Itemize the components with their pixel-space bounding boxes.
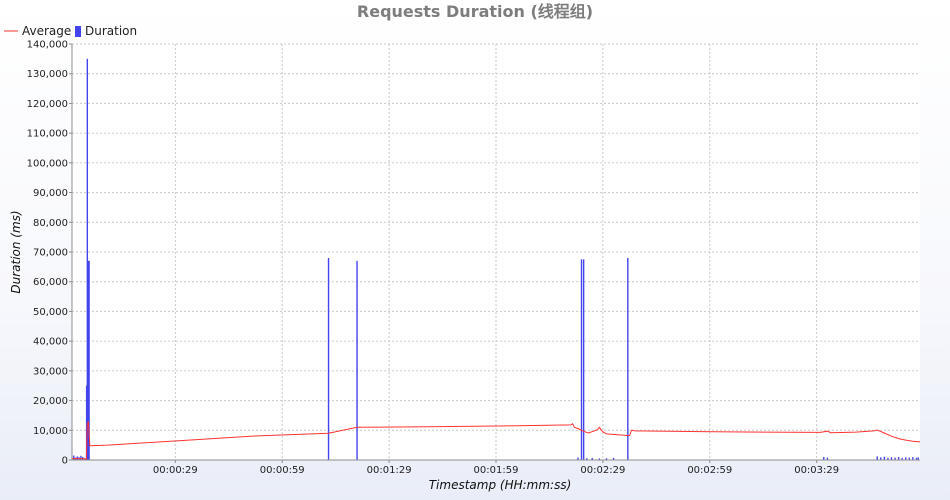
y-tick-label: 90,000 (33, 188, 68, 199)
y-tick-label: 80,000 (33, 218, 68, 229)
y-tick-label: 60,000 (33, 277, 68, 288)
grid (72, 43, 920, 460)
x-tick-label: 00:02:59 (687, 465, 732, 476)
x-axis-title: Timestamp (HH:mm:ss) (429, 478, 572, 492)
y-tick-label: 30,000 (33, 366, 68, 377)
y-tick-label: 70,000 (33, 248, 68, 259)
y-axis-title: Duration (ms) (9, 210, 23, 293)
x-tick-label: 00:02:29 (580, 465, 625, 476)
average-line (71, 421, 921, 460)
x-tick-labels: 00:00:29 00:00:59 00:01:29 00:01:59 00:02:29… (153, 460, 839, 476)
y-tick-label: 130,000 (27, 69, 68, 80)
chart-title: Requests Duration (线程组) (357, 2, 593, 21)
y-tick-label: 110,000 (27, 129, 68, 140)
x-tick-label: 00:00:59 (260, 465, 305, 476)
y-tick-label: 140,000 (27, 40, 68, 51)
average-series (71, 421, 921, 460)
y-tick-label: 0 (62, 456, 68, 467)
x-tick-label: 00:00:29 (153, 465, 198, 476)
y-tick-label: 20,000 (33, 396, 68, 407)
y-tick-label: 40,000 (33, 337, 68, 348)
legend: Average Duration (4, 24, 137, 38)
legend-average-label: Average (22, 24, 71, 38)
y-tick-label: 100,000 (27, 158, 68, 169)
y-tick-label: 10,000 (33, 426, 68, 437)
legend-duration-swatch (75, 26, 81, 37)
x-tick-label: 00:01:29 (367, 465, 412, 476)
y-tick-labels: 0 10,000 20,000 30,000 40,000 50,000 60,000 70,… (27, 40, 72, 467)
x-tick-label: 00:01:59 (474, 465, 519, 476)
x-tick-label: 00:03:29 (794, 465, 839, 476)
legend-duration-label: Duration (85, 24, 137, 38)
y-tick-label: 50,000 (33, 307, 68, 318)
y-tick-label: 120,000 (27, 99, 68, 110)
